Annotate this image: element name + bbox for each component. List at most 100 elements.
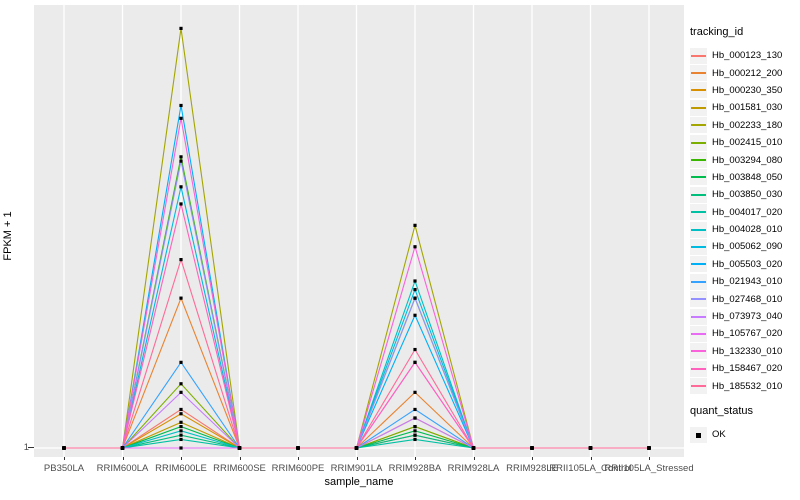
data-point xyxy=(413,416,417,420)
legend-key-swatch xyxy=(690,308,707,325)
legend-line-icon xyxy=(691,245,706,248)
legend-item: Hb_021943_010 xyxy=(690,273,800,290)
square-point-icon xyxy=(696,432,701,438)
data-point xyxy=(413,360,417,364)
data-point xyxy=(237,446,242,450)
data-point xyxy=(179,412,183,416)
data-point xyxy=(179,296,183,300)
x-tick-label: RRIM901LA xyxy=(330,463,383,474)
legend-item-label: Hb_185532_010 xyxy=(712,380,783,392)
x-tick-mark xyxy=(298,457,299,460)
data-point xyxy=(179,185,183,189)
data-point xyxy=(413,313,417,317)
legend-line-icon xyxy=(691,89,706,92)
data-point xyxy=(62,446,66,450)
legend-key-swatch xyxy=(690,117,707,134)
legend-item-label: Hb_001581_030 xyxy=(712,102,783,114)
legend-line-icon xyxy=(691,350,706,353)
legend-key-swatch xyxy=(690,273,707,290)
legend-line-icon xyxy=(691,211,706,214)
x-tick-mark xyxy=(239,457,241,460)
shape-legend-items: OK xyxy=(690,426,800,443)
legend-item: OK xyxy=(690,426,800,443)
data-point xyxy=(179,116,183,120)
x-tick-label: PB350LA xyxy=(43,463,85,474)
legend-item: Hb_004028_010 xyxy=(690,221,800,238)
data-point xyxy=(179,103,183,108)
legend-key-swatch xyxy=(690,221,707,238)
x-tick-label: RRIM600SE xyxy=(213,463,266,474)
data-point xyxy=(179,420,183,424)
legend-item: Hb_073973_040 xyxy=(690,308,800,325)
legend-item-label: Hb_003850_030 xyxy=(712,189,783,201)
legend-item: Hb_158467_020 xyxy=(690,360,800,377)
legend-item: Hb_002415_010 xyxy=(690,134,800,151)
data-point xyxy=(179,446,183,450)
chart-canvas xyxy=(34,5,684,457)
legend-item: Hb_132330_010 xyxy=(690,343,800,360)
x-tick-mark xyxy=(181,457,182,460)
data-point xyxy=(179,155,183,159)
legend-item-label: Hb_005062_090 xyxy=(712,241,783,253)
legend-key-swatch xyxy=(690,343,707,360)
legend-item-label: Hb_000230_350 xyxy=(712,84,783,96)
data-point xyxy=(120,446,125,450)
legend-item-label: Hb_000212_200 xyxy=(712,67,783,79)
legend-item-label: Hb_002233_180 xyxy=(712,119,783,131)
data-point xyxy=(413,245,417,249)
legend-item-label: Hb_003294_080 xyxy=(712,154,783,166)
legend: tracking_id Hb_000123_130 Hb_000212_200 Hb… xyxy=(690,26,800,443)
legend-item: Hb_003294_080 xyxy=(690,151,800,169)
data-point xyxy=(530,446,534,450)
x-tick-mark xyxy=(415,457,416,460)
legend-item-label: Hb_002415_010 xyxy=(712,137,783,149)
data-point xyxy=(413,223,417,227)
legend-item-label: Hb_004017_020 xyxy=(712,206,783,218)
x-tick-label: RRIM600LA xyxy=(96,463,149,474)
legend-item-label: Hb_105767_020 xyxy=(712,328,783,340)
x-tick-mark xyxy=(649,457,650,460)
legend-line-icon xyxy=(691,141,706,144)
data-point xyxy=(179,360,183,364)
legend-item: Hb_003850_030 xyxy=(690,186,800,203)
legend-item-label: Hb_027468_010 xyxy=(712,293,783,305)
data-point xyxy=(179,258,183,262)
data-point xyxy=(413,287,417,292)
y-tick-mark xyxy=(28,447,34,448)
legend-key-swatch xyxy=(690,256,707,273)
color-legend-items: Hb_000123_130 Hb_000212_200 Hb_000230_350 H… xyxy=(690,47,800,395)
data-point xyxy=(588,446,593,450)
shape-legend: quant_status OK xyxy=(690,405,800,443)
y-axis-title: FPKM + 1 xyxy=(2,211,14,261)
legend-item: Hb_002233_180 xyxy=(690,117,800,134)
x-tick-label: RRII105LA_Control xyxy=(549,463,632,474)
legend-key-swatch xyxy=(690,99,707,116)
plot-panel xyxy=(34,5,684,457)
data-point xyxy=(413,429,417,433)
x-tick-mark xyxy=(473,457,475,460)
legend-item: Hb_000212_200 xyxy=(690,64,800,82)
panel-background xyxy=(34,5,684,457)
data-point xyxy=(179,159,183,163)
shape-legend-title: quant_status xyxy=(690,404,753,417)
x-tick-label: RRIM600PE xyxy=(271,463,325,474)
legend-item: Hb_000230_350 xyxy=(690,82,800,99)
legend-item: Hb_005503_020 xyxy=(690,256,800,273)
legend-key-swatch xyxy=(690,65,707,82)
legend-item: Hb_004017_020 xyxy=(690,204,800,221)
legend-line-icon xyxy=(691,54,706,57)
data-point xyxy=(413,296,417,300)
legend-key-swatch xyxy=(690,204,707,221)
x-tick-label: RRIM600LE xyxy=(155,463,207,474)
legend-line-icon xyxy=(691,176,706,179)
data-point xyxy=(413,433,417,437)
data-points xyxy=(62,26,651,450)
x-tick-mark xyxy=(590,457,592,460)
data-point xyxy=(413,424,417,429)
legend-line-icon xyxy=(691,315,706,318)
legend-item-label: Hb_073973_040 xyxy=(712,311,783,323)
legend-key-swatch xyxy=(690,291,707,308)
legend-item: Hb_005062_090 xyxy=(690,238,800,255)
legend-item: Hb_105767_020 xyxy=(690,325,800,342)
data-point xyxy=(413,390,417,394)
